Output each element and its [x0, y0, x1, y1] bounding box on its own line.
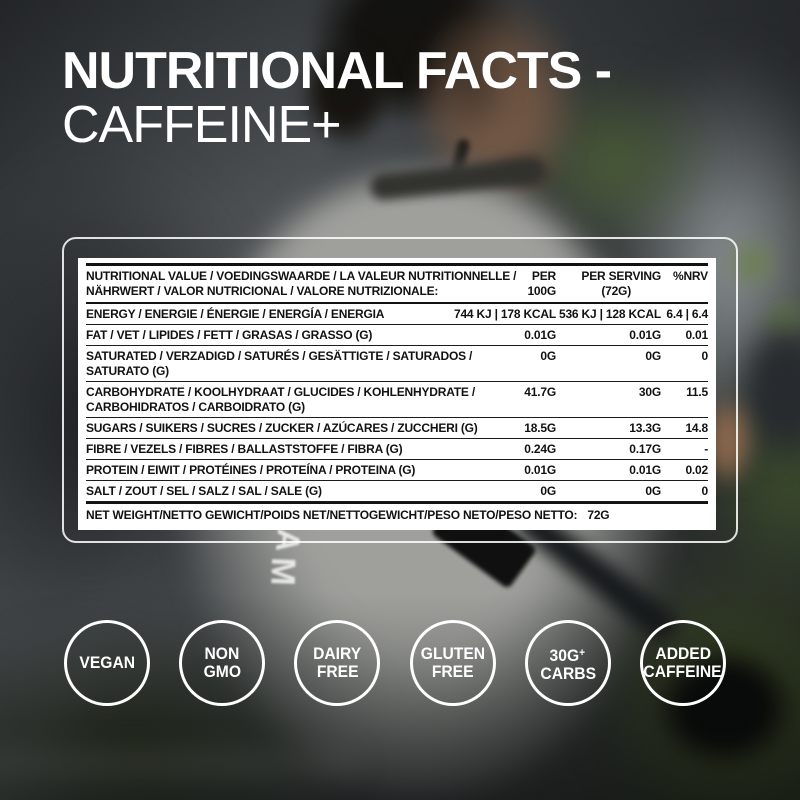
mouth-shadow: [478, 148, 563, 200]
badge-vegan: VEGAN: [64, 620, 150, 706]
table-row-fat: FAT / VET / LIPIDES / FETT / GRASAS / GR…: [86, 325, 708, 346]
row-label: ENERGY / ENERGIE / ÉNERGIE / ENERGÍA / E…: [86, 306, 385, 321]
net-weight-value: 72G: [587, 508, 610, 522]
plus-superscript: +: [579, 646, 586, 659]
table-row-saturated: SATURATED / VERZADIGD / SATURÉS / GESÄTT…: [86, 346, 708, 382]
shirt-print-letter: M: [263, 556, 303, 587]
row-nrv: 0: [701, 348, 709, 363]
badge-row: VEGAN NON GMO DAIRY FREE GLUTEN FREE 30G…: [64, 620, 726, 706]
tshirt-collar: [369, 156, 546, 202]
row-per-serving: 0.17G: [629, 441, 661, 456]
table-row-carbohydrate: CARBOHYDRATE / KOOLHYDRAAT / GLUCIDES / …: [86, 382, 708, 418]
row-nrv: 0.02: [685, 462, 708, 477]
table-row-energy: ENERGY / ENERGIE / ÉNERGIE / ENERGÍA / E…: [86, 304, 708, 325]
row-nrv: 0.01: [685, 327, 708, 342]
row-per100g: 0.01G: [524, 462, 556, 477]
row-label: CARBOHYDRATE / KOOLHYDRAAT / GLUCIDES / …: [86, 384, 476, 414]
row-per100g: 18.5G: [524, 420, 556, 435]
badge-label-main: 30G: [549, 645, 580, 665]
badge-label: 30G+: [550, 644, 585, 665]
bokeh-light: [758, 293, 800, 349]
badge-label: ADDED: [655, 644, 711, 663]
row-label: SATURATED / VERZADIGD / SATURÉS / GESÄTT…: [86, 348, 473, 378]
header-name-line1: NUTRITIONAL VALUE / VOEDINGSWAARDE / LA …: [86, 269, 517, 283]
nutrition-panel: NUTRITIONAL VALUE / VOEDINGSWAARDE / LA …: [78, 258, 716, 530]
header-name: NUTRITIONAL VALUE / VOEDINGSWAARDE / LA …: [86, 269, 708, 299]
row-nrv: 0: [701, 483, 709, 498]
badge-label: NON: [204, 644, 240, 663]
badge-dairy-free: DAIRY FREE: [294, 620, 381, 706]
badge-label: CARBS: [539, 663, 596, 683]
row-label: SALT / ZOUT / SEL / SALZ / SAL / SALE (G…: [86, 483, 322, 498]
header-per-serving: PER SERVING: [581, 269, 661, 283]
page-title-line1: NUTRITIONAL FACTS -: [62, 42, 612, 100]
helmet-strap: [435, 138, 471, 236]
table-outline-frame: [62, 237, 738, 543]
row-label: FAT / VET / LIPIDES / FETT / GRASAS / GR…: [86, 327, 373, 342]
badge-label: FREE: [316, 662, 359, 681]
road-band: [0, 748, 360, 782]
header-per-100g: 100G: [527, 284, 556, 298]
page-title: NUTRITIONAL FACTS - CAFFEINE+: [62, 42, 612, 154]
table-row-sugars: SUGARS / SUIKERS / SUCRES / ZUCKER / AZÚ…: [86, 418, 708, 439]
row-per-serving: 13.3G: [629, 420, 661, 435]
row-per-serving: 0G: [645, 348, 661, 363]
row-nrv: 6.4 | 6.4: [666, 306, 708, 321]
header-serving-size: (72G): [601, 284, 631, 298]
header-nrv: %NRV: [673, 269, 708, 283]
row-per100g: 0.24G: [524, 441, 556, 456]
row-per-serving: 0G: [645, 483, 661, 498]
table-row-salt: SALT / ZOUT / SEL / SALZ / SAL / SALE (G…: [86, 481, 708, 502]
row-label: FIBRE / VEZELS / FIBRES / BALLASTSTOFFE …: [86, 441, 403, 456]
row-nrv: 14.8: [685, 420, 708, 435]
badge-label: CAFFEINE: [643, 662, 723, 681]
net-weight-label: NET WEIGHT/NETTO GEWICHT/POIDS NET/NETTO…: [86, 508, 578, 522]
row-nrv: 11.5: [686, 384, 708, 399]
row-per100g: 744 KJ | 178 KCAL: [453, 306, 556, 321]
badge-label: VEGAN: [79, 653, 135, 672]
page-title-line2: CAFFEINE+: [62, 96, 342, 154]
nutrition-table: NUTRITIONAL VALUE / VOEDINGSWAARDE / LA …: [86, 263, 708, 525]
badge-gluten-free: GLUTEN FREE: [409, 620, 496, 706]
badge-label: FREE: [431, 662, 474, 681]
row-per-serving: 536 KJ | 128 KCAL: [558, 306, 661, 321]
header-per: PER: [531, 269, 556, 283]
badge-added-caffeine: ADDED CAFFEINE: [639, 620, 726, 706]
row-label: SUGARS / SUIKERS / SUCRES / ZUCKER / AZÚ…: [86, 420, 478, 435]
row-per100g: 0G: [540, 348, 556, 363]
row-per-serving: 0.01G: [629, 327, 661, 342]
table-footer-net-weight: NET WEIGHT/NETTO GEWICHT/POIDS NET/NETTO…: [86, 502, 708, 525]
table-row-protein: PROTEIN / EIWIT / PROTÉINES / PROTEÍNA /…: [86, 460, 708, 481]
badge-label: GLUTEN: [420, 644, 485, 663]
row-per100g: 0.01G: [524, 327, 556, 342]
row-nrv: -: [704, 441, 708, 456]
badge-label: GMO: [203, 662, 241, 681]
table-row-fibre: FIBRE / VEZELS / FIBRES / BALLASTSTOFFE …: [86, 439, 708, 460]
arm-right: [733, 312, 800, 467]
badge-30g-carbs: 30G+ CARBS: [524, 620, 611, 706]
row-per-serving: 30G: [638, 384, 661, 399]
row-label: PROTEIN / EIWIT / PROTÉINES / PROTEÍNA /…: [86, 462, 416, 477]
row-per-serving: 0.01G: [629, 462, 661, 477]
badge-label: DAIRY: [313, 644, 362, 663]
table-header: NUTRITIONAL VALUE / VOEDINGSWAARDE / LA …: [86, 266, 708, 304]
header-name-line2: NÄHRWERT / VALOR NUTRICIONAL / VALORE NU…: [86, 284, 439, 298]
row-per100g: 41.7G: [524, 384, 556, 399]
badge-non-gmo: NON GMO: [179, 620, 266, 706]
row-per100g: 0G: [540, 483, 556, 498]
